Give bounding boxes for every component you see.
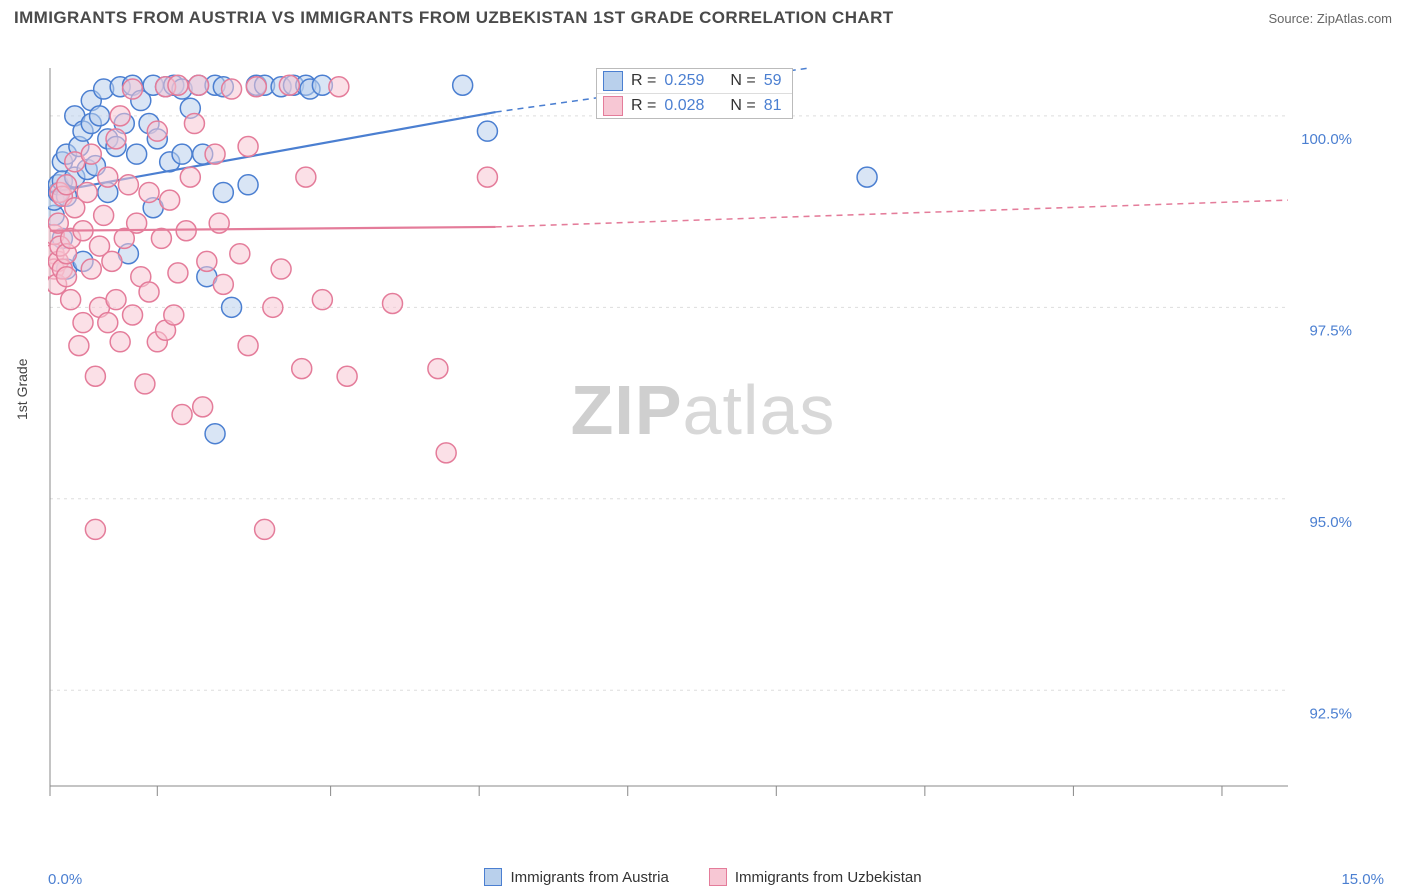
data-point [180,167,200,187]
data-point [477,167,497,187]
y-axis-label: 1st Grade [14,359,30,420]
data-point [172,405,192,425]
data-point [337,366,357,386]
trend-line-extrapolated [496,200,1288,227]
series-legend: Immigrants from Austria Immigrants from U… [0,868,1406,886]
stats-box: R = 0.259 N = 59 R = 0.028 N = 81 [596,68,793,119]
data-point [135,374,155,394]
data-point [118,175,138,195]
data-point [292,359,312,379]
trend-line [50,227,496,231]
data-point [230,244,250,264]
data-point [61,290,81,310]
legend-label: Immigrants from Uzbekistan [735,869,922,886]
data-point [436,443,456,463]
data-point [160,190,180,210]
r-label: R = [631,97,656,115]
n-label: N = [730,72,755,90]
data-point [271,259,291,279]
data-point [205,144,225,164]
data-point [94,205,114,225]
data-point [383,294,403,314]
y-tick-label: 100.0% [1301,131,1352,148]
legend-item: Immigrants from Austria [484,868,668,886]
scatter-chart: 92.5% 95.0% 97.5% 100.0% [48,60,1358,820]
data-point [69,336,89,356]
data-point [193,397,213,417]
series-swatch [603,71,623,91]
data-point [151,228,171,248]
data-point [213,182,233,202]
y-tick-label: 97.5% [1309,322,1352,339]
data-point [98,313,118,333]
n-value: 59 [764,72,782,90]
chart-area: 92.5%95.0%97.5%100.0% ZIPatlas R =0.259N… [48,60,1358,820]
data-point [168,263,188,283]
data-point [296,167,316,187]
data-point [106,290,126,310]
data-point [428,359,448,379]
data-point [263,297,283,317]
legend-item: Immigrants from Uzbekistan [709,868,922,886]
y-tick-label: 95.0% [1309,514,1352,531]
data-point [172,144,192,164]
n-label: N = [730,97,755,115]
data-point [73,313,93,333]
data-point [857,167,877,187]
r-label: R = [631,72,656,90]
data-point [238,175,258,195]
data-point [205,424,225,444]
data-point [168,75,188,95]
data-point [477,121,497,141]
data-point [85,366,105,386]
legend-swatch [709,868,727,886]
data-point [77,182,97,202]
data-point [329,77,349,97]
stats-row: R = 0.259 N = 59 [597,69,792,93]
data-point [147,121,167,141]
data-point [98,167,118,187]
data-point [189,75,209,95]
data-point [176,221,196,241]
data-point [127,144,147,164]
data-point [164,305,184,325]
series-swatch [603,96,623,116]
data-point [246,77,266,97]
data-point [123,305,143,325]
y-tick-label: 92.5% [1309,705,1352,722]
source-label: Source: ZipAtlas.com [1268,11,1392,26]
data-point [81,144,101,164]
data-point [57,267,77,287]
legend-swatch [484,868,502,886]
data-point [139,282,159,302]
data-point [57,175,77,195]
data-point [106,129,126,149]
data-point [213,274,233,294]
r-value: 0.028 [664,97,704,115]
data-point [197,251,217,271]
data-point [139,182,159,202]
data-point [123,79,143,99]
data-point [90,106,110,126]
n-value: 81 [764,97,782,115]
data-point [184,114,204,134]
data-point [110,106,130,126]
data-point [238,137,258,157]
data-point [255,519,275,539]
data-point [312,290,332,310]
r-value: 0.259 [664,72,704,90]
data-point [222,79,242,99]
data-point [81,259,101,279]
data-point [85,519,105,539]
legend-label: Immigrants from Austria [510,869,668,886]
data-point [453,75,473,95]
stats-row: R = 0.028 N = 81 [597,93,792,118]
data-point [238,336,258,356]
data-point [222,297,242,317]
data-point [110,332,130,352]
data-point [102,251,122,271]
data-point [279,75,299,95]
page-title: IMMIGRANTS FROM AUSTRIA VS IMMIGRANTS FR… [14,8,894,28]
